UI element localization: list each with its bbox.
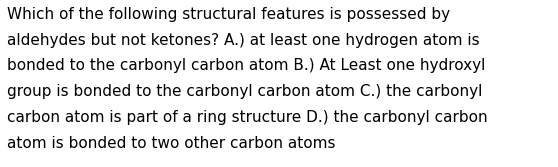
Text: carbon atom is part of a ring structure D.) the carbonyl carbon: carbon atom is part of a ring structure … (7, 110, 488, 125)
Text: bonded to the carbonyl carbon atom B.) At Least one hydroxyl: bonded to the carbonyl carbon atom B.) A… (7, 58, 485, 73)
Text: group is bonded to the carbonyl carbon atom C.) the carbonyl: group is bonded to the carbonyl carbon a… (7, 84, 483, 99)
Text: atom is bonded to two other carbon atoms: atom is bonded to two other carbon atoms (7, 136, 336, 151)
Text: aldehydes but not ketones? A.) at least one hydrogen atom is: aldehydes but not ketones? A.) at least … (7, 33, 480, 48)
Text: Which of the following structural features is possessed by: Which of the following structural featur… (7, 7, 450, 22)
